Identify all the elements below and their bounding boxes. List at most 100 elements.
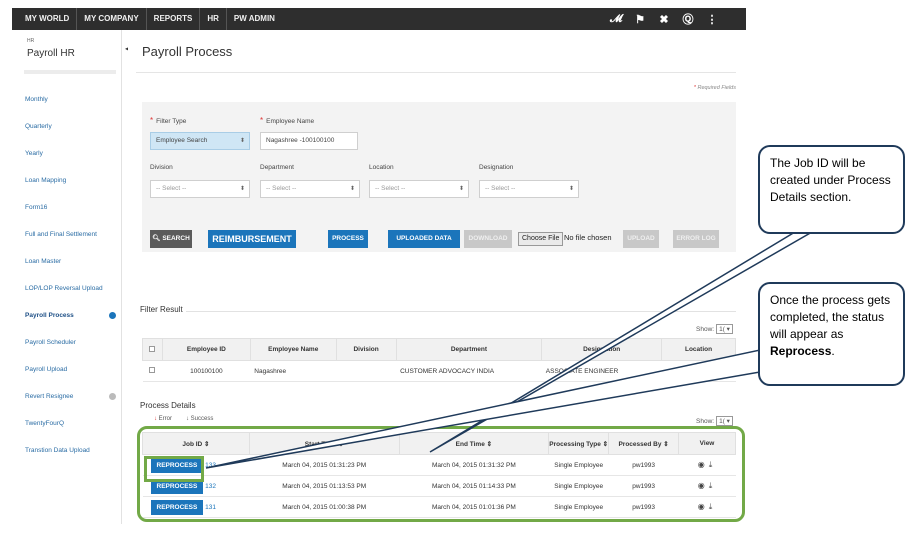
top-icons: 𝓜 ⚑ ✖ Ⓠ ⋮ [610,8,718,30]
department-cell: CUSTOMER ADVOCACY INDIA [396,360,542,382]
page-size-select[interactable]: 1( ▾ [716,416,733,426]
nav-pw-admin[interactable]: PW ADMIN [225,8,282,30]
nav-my-company[interactable]: MY COMPANY [76,8,145,30]
top-nav-menu: MY WORLD MY COMPANY REPORTS HR PW ADMIN [18,8,282,30]
filter-result-show: Show: 1( ▾ [696,324,733,334]
sidebar: HR Payroll HR Monthly Quarterly Yearly L… [12,30,122,524]
filter-type-label-text: Filter Type [156,118,187,125]
division-value: -- Select -- [156,185,187,192]
reimbursement-button[interactable]: REIMBURSEMENT [208,230,296,248]
nav-reports[interactable]: REPORTS [145,8,200,30]
process-details-highlight-frame [137,426,745,522]
sidebar-item-form16[interactable]: Form16 [12,194,122,221]
chevron-icon: ⬍ [239,138,245,144]
table-row: REPROCESS 131 March 04, 2015 01:00:38 PM… [142,496,736,518]
row-checkbox[interactable] [142,360,163,382]
view-eye-icon[interactable]: ◉ [697,502,709,511]
col-department: Department [395,338,543,361]
top-navigation-bar: MY WORLD MY COMPANY REPORTS HR PW ADMIN … [12,8,746,30]
sidebar-item-loan-master[interactable]: Loan Master [12,248,122,275]
sidebar-item-payroll-upload[interactable]: Payroll Upload [12,356,122,383]
nav-hr[interactable]: HR [199,8,226,30]
book-icon[interactable]: 𝓜 [610,12,623,25]
filter-type-select[interactable]: Employee Search ⬍ [150,132,250,150]
process-details-heading: Process Details [140,401,196,410]
sidebar-item-payroll-process[interactable]: Payroll Process [12,302,122,329]
filter-type-label: * Filter Type [150,116,186,125]
download-icon[interactable]: ⤓ [708,481,717,490]
filter-result-heading: Filter Result [140,305,183,314]
sidebar-item-full-final-settlement[interactable]: Full and Final Settlement [12,221,122,248]
division-select[interactable]: -- Select -- ⬍ [150,180,250,198]
department-value: -- Select -- [266,185,297,192]
table-header-row: Employee ID Employee Name Division Depar… [142,338,736,361]
sidebar-item-lop-upload[interactable]: LOP/LOP Reversal Upload [12,275,122,302]
nav-my-world[interactable]: MY WORLD [25,14,70,23]
required-star-icon: * [260,116,264,125]
view-cell: ◉⤓ [678,475,736,497]
sidebar-item-loan-mapping[interactable]: Loan Mapping [12,167,122,194]
view-eye-icon[interactable]: ◉ [697,481,709,490]
reprocess-button[interactable]: REPROCESS [150,457,204,473]
job-id-link[interactable]: 131 [205,503,216,511]
processed-by-cell: pw1993 [608,496,679,518]
col-job-id-label: Job ID [182,440,203,448]
error-log-button: ERROR LOG [673,230,719,248]
select-all-checkbox[interactable] [142,338,163,361]
designation-select[interactable]: -- Select -- ⬍ [479,180,579,198]
page-size-select[interactable]: 1( ▾ [716,324,733,334]
sidebar-item-label: Full and Final Settlement [25,231,97,238]
location-select[interactable]: -- Select -- ⬍ [369,180,469,198]
employee-name-label-text: Employee Name [266,118,315,125]
sidebar-item-label: Payroll Scheduler [25,339,76,346]
reprocess-callout-text: Once the process gets completed, the sta… [770,293,891,341]
sidebar-item-revert-resignee[interactable]: Revert Resignee [12,383,122,410]
chevron-icon: ⬍ [349,186,355,192]
sidebar-item-label: Transtion Data Upload [25,447,90,454]
required-fields-note: * Required Fields [694,85,736,91]
page-title: Payroll Process [142,44,233,59]
processed-by-cell: pw1993 [608,475,679,497]
reprocess-button[interactable]: REPROCESS [150,478,204,494]
job-id-callout-text: The Job ID will be created under Process… [770,156,891,204]
filter-panel: * Filter Type Employee Search ⬍ * Employee … [142,102,736,252]
department-label: Department [260,164,294,171]
sidebar-item-quarterly[interactable]: Quarterly [12,113,122,140]
job-id-link[interactable]: 132 [205,482,216,490]
sidebar-divider [24,70,116,74]
start-time-cell: March 04, 2015 01:00:38 PM [249,496,400,518]
table-row: REPROCESS 132 March 04, 2015 01:13:53 PM… [142,475,736,497]
legend-success-text: Success [190,416,214,422]
download-icon[interactable]: ⤓ [708,502,717,511]
sidebar-item-transtion-data-upload[interactable]: Transtion Data Upload [12,437,122,464]
employee-name-input[interactable]: Nagashree -100100100 [260,132,358,150]
process-button[interactable]: PROCESS [328,230,368,248]
uploaded-data-button[interactable]: UPLOADED DATA [388,230,460,248]
chevron-icon: ⬍ [568,186,574,192]
sidebar-item-yearly[interactable]: Yearly [12,140,122,167]
reprocess-callout: Once the process gets completed, the sta… [758,282,905,386]
required-star-icon: * [150,116,154,125]
sidebar-item-label: Form16 [25,204,48,211]
choose-file-button[interactable]: Choose File [518,232,564,246]
flag-icon[interactable]: ⚑ [635,13,645,26]
upload-button: UPLOAD [623,230,659,248]
search-button[interactable]: 🔍︎ SEARCH [150,230,192,248]
reprocess-callout-emphasis: Reprocess [770,344,832,358]
sidebar-item-monthly[interactable]: Monthly [12,86,122,113]
tools-icon[interactable]: ✖ [659,13,669,26]
file-status-text: No file chosen [564,233,612,242]
legend-success: ↓ Success [186,416,213,422]
designation-value: -- Select -- [485,185,516,192]
sidebar-item-twentyfourq[interactable]: TwentyFourQ [12,410,122,437]
col-employee-id: Employee ID [161,338,251,361]
sidebar-item-payroll-scheduler[interactable]: Payroll Scheduler [12,329,122,356]
reprocess-button[interactable]: REPROCESS [150,499,204,515]
department-select[interactable]: -- Select -- ⬍ [260,180,360,198]
page-size-value: 1( [719,418,725,425]
table-row[interactable]: 100100100 Nagashree CUSTOMER ADVOCACY IN… [142,360,736,382]
sidebar-title: Payroll HR [27,48,75,59]
designation-cell: ASSOCIATE ENGINEER [541,360,662,382]
share-icon[interactable]: ⋮ [706,13,718,26]
help-icon[interactable]: Ⓠ [682,14,694,26]
